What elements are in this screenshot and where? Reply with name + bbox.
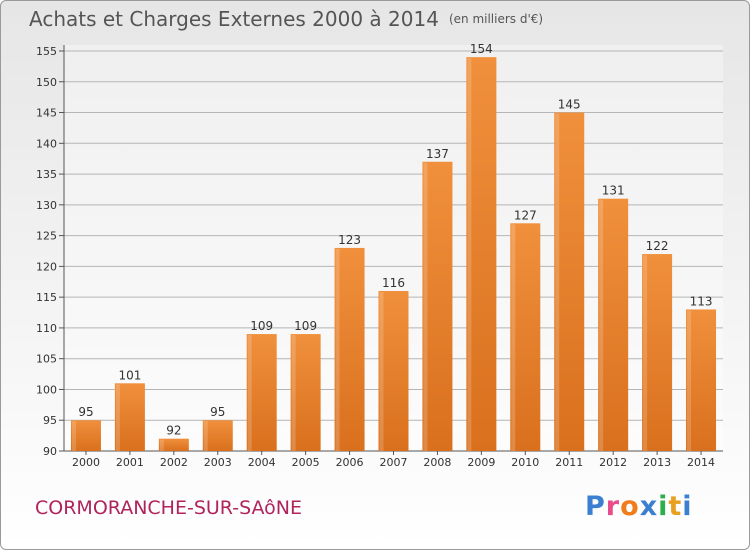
y-tick-label: 155 [36, 45, 57, 58]
y-tick-label: 90 [43, 445, 57, 458]
value-label-2009: 154 [470, 42, 493, 56]
x-tick-label-2013: 2013 [643, 456, 671, 469]
bar-2012 [598, 198, 629, 451]
value-label-2008: 137 [426, 147, 449, 161]
bar-highlight [203, 421, 208, 451]
y-tick-label: 150 [36, 76, 57, 89]
bar-2000 [70, 420, 101, 451]
bar-highlight [423, 162, 428, 451]
bar-2013 [642, 254, 673, 451]
x-tick-label-2001: 2001 [116, 456, 144, 469]
bar-highlight [335, 248, 340, 451]
logo-letter: o [620, 491, 640, 522]
commune-name: CORMORANCHE-SUR-SAôNE [35, 497, 303, 519]
x-tick-label-2006: 2006 [336, 456, 364, 469]
proxiti-logo: Proxiti [585, 491, 693, 522]
bar-highlight [599, 199, 604, 451]
bar-highlight [159, 439, 164, 451]
value-label-2003: 95 [210, 405, 225, 419]
bar-highlight [643, 255, 648, 451]
x-tick-label-2007: 2007 [380, 456, 408, 469]
x-tick-label-2009: 2009 [467, 456, 495, 469]
value-label-2014: 113 [690, 294, 713, 308]
value-label-2000: 95 [78, 405, 93, 419]
y-tick-label: 105 [36, 353, 57, 366]
value-label-2005: 109 [294, 319, 317, 333]
x-tick-label-2014: 2014 [687, 456, 715, 469]
y-tick-label: 125 [36, 230, 57, 243]
y-tick-label: 140 [36, 137, 57, 150]
y-tick-label: 100 [36, 383, 57, 396]
value-label-2004: 109 [250, 319, 273, 333]
bar-2004 [246, 334, 277, 451]
value-label-2012: 131 [602, 184, 625, 198]
value-label-2013: 122 [646, 239, 669, 253]
bar-2005 [290, 334, 321, 451]
bar-2008 [422, 161, 453, 451]
y-tick-label: 115 [36, 291, 57, 304]
x-tick-label-2003: 2003 [204, 456, 232, 469]
bar-2007 [378, 291, 409, 451]
y-tick-label: 145 [36, 107, 57, 120]
bar-2002 [158, 438, 189, 451]
bar-highlight [115, 384, 120, 451]
y-tick-label: 120 [36, 260, 57, 273]
logo-letter: i [682, 491, 693, 522]
bar-highlight [511, 224, 516, 451]
logo-letter: i [658, 491, 669, 522]
bar-highlight [467, 58, 472, 452]
bar-highlight [379, 292, 384, 451]
logo-letter: r [605, 491, 621, 522]
logo-letter: P [585, 491, 606, 522]
bar-2003 [202, 420, 233, 451]
value-label-2011: 145 [558, 98, 581, 112]
y-tick-label: 95 [43, 414, 57, 427]
bar-2001 [114, 383, 145, 451]
y-tick-label: 110 [36, 322, 57, 335]
value-label-2006: 123 [338, 233, 361, 247]
x-tick-label-2004: 2004 [248, 456, 276, 469]
value-label-2002: 92 [166, 424, 181, 438]
x-tick-label-2002: 2002 [160, 456, 188, 469]
bar-highlight [687, 310, 692, 451]
x-tick-label-2005: 2005 [292, 456, 320, 469]
x-tick-label-2012: 2012 [599, 456, 627, 469]
x-tick-label-2008: 2008 [423, 456, 451, 469]
y-tick-label: 135 [36, 168, 57, 181]
bar-2014 [686, 309, 717, 451]
bar-2011 [554, 112, 585, 452]
logo-letter: t [668, 491, 683, 522]
bar-highlight [555, 113, 560, 452]
chart-title: Achats et Charges Externes 2000 à 2014 (e… [29, 7, 543, 31]
chart-subtitle: (en milliers d'€) [448, 12, 544, 26]
y-tick-label: 130 [36, 199, 57, 212]
value-label-2007: 116 [382, 276, 405, 290]
bar-2010 [510, 223, 541, 451]
chart-title-text: Achats et Charges Externes 2000 à 2014 [29, 7, 439, 31]
bar-2006 [334, 247, 365, 451]
x-tick-label-2011: 2011 [555, 456, 583, 469]
bar-2009 [466, 57, 497, 452]
value-label-2001: 101 [118, 368, 141, 382]
bar-highlight [247, 335, 252, 451]
bar-highlight [71, 421, 76, 451]
logo-letter: x [639, 491, 659, 522]
value-label-2010: 127 [514, 208, 537, 222]
bar-highlight [291, 335, 296, 451]
x-tick-label-2000: 2000 [72, 456, 100, 469]
x-tick-label-2010: 2010 [511, 456, 539, 469]
